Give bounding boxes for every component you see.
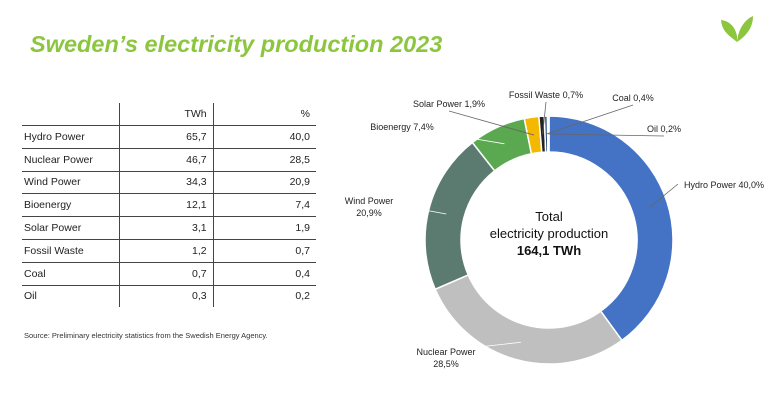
leader-line bbox=[546, 104, 634, 135]
slice-label: Solar Power 1,9% bbox=[413, 99, 485, 109]
row-pct: 0,4 bbox=[212, 262, 316, 286]
slice-label: Coal 0,4% bbox=[612, 93, 654, 103]
table-row: Bioenergy 12,1 7,4 bbox=[22, 193, 316, 217]
row-pct: 40,0 bbox=[212, 125, 316, 149]
slice-oil bbox=[546, 115, 550, 153]
table-row: Solar Power 3,1 1,9 bbox=[22, 216, 316, 240]
center-total-label: Total bbox=[535, 209, 563, 224]
slice-label: Fossil Waste 0,7% bbox=[509, 90, 583, 100]
slice-label: Oil 0,2% bbox=[647, 124, 681, 134]
row-pct: 28,5 bbox=[212, 148, 316, 172]
row-pct: 7,4 bbox=[212, 193, 316, 217]
row-twh: 34,3 bbox=[118, 171, 214, 194]
table-header-pct: % bbox=[212, 103, 316, 126]
row-pct: 20,9 bbox=[212, 171, 316, 194]
table-row: Coal 0,7 0,4 bbox=[22, 262, 316, 286]
row-label: Coal bbox=[24, 267, 46, 280]
table-row: Nuclear Power 46,7 28,5 bbox=[22, 148, 316, 172]
center-total-value: 164,1 TWh bbox=[517, 243, 581, 258]
table-row: Wind Power 34,3 20,9 bbox=[22, 171, 316, 194]
row-pct: 1,9 bbox=[212, 216, 316, 240]
row-twh: 0,7 bbox=[118, 262, 214, 286]
row-twh: 46,7 bbox=[118, 148, 214, 172]
leader-line bbox=[649, 183, 679, 208]
row-twh: 3,1 bbox=[118, 216, 214, 240]
row-twh: 0,3 bbox=[118, 285, 214, 308]
source-note: Source: Preliminary electricity statisti… bbox=[24, 331, 268, 340]
row-pct: 0,7 bbox=[212, 239, 316, 263]
page-title: Sweden’s electricity production 2023 bbox=[30, 31, 443, 57]
leaf-logo-icon bbox=[721, 16, 753, 42]
leader-line bbox=[448, 110, 535, 136]
row-label: Fossil Waste bbox=[24, 244, 84, 257]
row-label: Solar Power bbox=[24, 222, 82, 235]
slice-label: Nuclear Power 28,5% bbox=[416, 347, 475, 369]
center-subtitle: electricity production bbox=[490, 226, 609, 241]
row-label: Wind Power bbox=[24, 176, 81, 189]
leader-line bbox=[548, 133, 665, 137]
row-twh: 65,7 bbox=[118, 125, 214, 149]
leader-line bbox=[433, 131, 505, 145]
row-label: Hydro Power bbox=[24, 130, 85, 143]
table-row: Hydro Power 65,7 40,0 bbox=[22, 125, 316, 149]
slice-label: Hydro Power 40,0% bbox=[684, 180, 764, 190]
table-row: Oil 0,3 0,2 bbox=[22, 285, 316, 308]
slice-label: Wind Power 20,9% bbox=[345, 196, 394, 218]
leader-line bbox=[469, 341, 522, 349]
row-label: Bioenergy bbox=[24, 199, 72, 212]
table-header-row: TWh % bbox=[22, 103, 316, 126]
row-label: Nuclear Power bbox=[24, 153, 93, 166]
table-header-twh: TWh bbox=[118, 103, 214, 126]
row-pct: 0,2 bbox=[212, 285, 316, 308]
leader-line bbox=[391, 203, 447, 215]
row-label: Oil bbox=[24, 290, 37, 303]
row-twh: 1,2 bbox=[118, 239, 214, 263]
leader-line bbox=[542, 101, 547, 135]
production-table: TWh % Hydro Power 65,7 40,0 Nuclear Powe… bbox=[22, 103, 316, 308]
slice-label: Bioenergy 7,4% bbox=[370, 122, 434, 132]
slice-wind-power bbox=[424, 141, 496, 291]
table-row: Fossil Waste 1,2 0,7 bbox=[22, 239, 316, 263]
row-twh: 12,1 bbox=[118, 193, 214, 217]
slice-hydro-power bbox=[548, 115, 674, 342]
